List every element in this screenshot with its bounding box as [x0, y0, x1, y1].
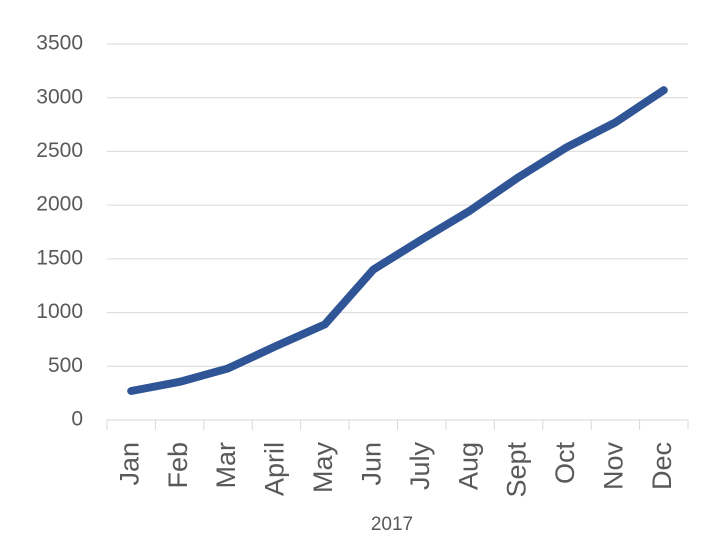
data-line: [127, 86, 668, 395]
x-tick-label: Jun: [356, 442, 386, 486]
x-tick-label: Sept: [502, 442, 532, 498]
x-tick-label: Aug: [453, 442, 483, 490]
y-tick-label: 1500: [36, 246, 83, 269]
x-tick-label: Mar: [211, 442, 241, 489]
x-tick-label: Jan: [114, 442, 144, 486]
y-tick-label: 3000: [36, 85, 83, 108]
x-tick-label: Feb: [163, 442, 193, 489]
x-axis-label: 2017: [371, 514, 413, 535]
x-tick-label: July: [405, 442, 435, 491]
x-tick-label: Nov: [599, 442, 629, 491]
y-tick-label: 3500: [36, 32, 83, 55]
x-tick-label: April: [260, 442, 290, 496]
y-tick-label: 2000: [36, 193, 83, 216]
y-tick-label: 2500: [36, 139, 83, 162]
y-tick-label: 0: [71, 408, 83, 431]
x-tick-label: Dec: [647, 442, 677, 490]
x-tick-label: Oct: [550, 442, 580, 485]
y-tick-label: 500: [48, 354, 83, 377]
y-tick-label: 1000: [36, 300, 83, 323]
x-tick-label: May: [308, 442, 338, 494]
